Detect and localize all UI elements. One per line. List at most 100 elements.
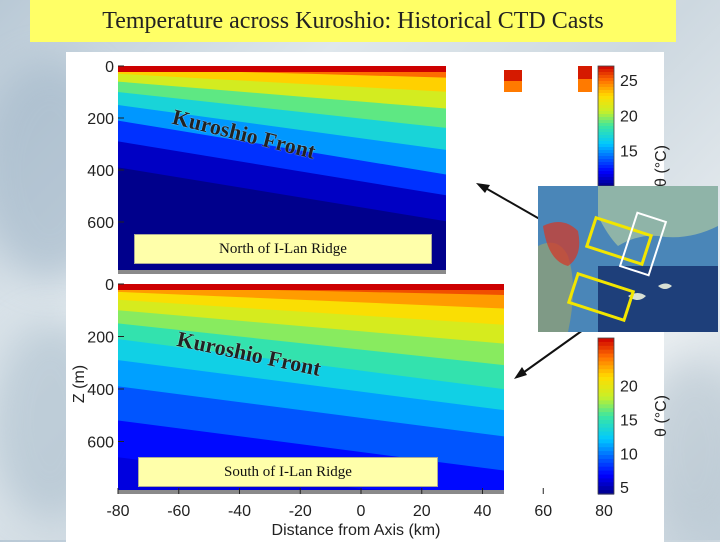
south-colorbar-cell bbox=[598, 462, 614, 468]
south-colorbar-cell bbox=[598, 388, 614, 394]
north-colorbar-cell bbox=[598, 102, 614, 106]
south-colorbar-cell bbox=[598, 380, 614, 386]
north-colorbar-cell bbox=[598, 135, 614, 139]
south-colorbar-cell bbox=[598, 345, 614, 351]
south-colorbar-cell bbox=[598, 447, 614, 452]
north-colorbar-cell bbox=[598, 180, 614, 184]
north-colorbar-cell bbox=[598, 99, 614, 103]
north-colorbar-cell bbox=[598, 69, 614, 73]
north-colorbar-cell bbox=[598, 117, 614, 121]
south-colorbar-cell bbox=[598, 474, 614, 479]
inset-coast-north bbox=[598, 186, 718, 246]
slide-title: Temperature across Kuroshio: Historical … bbox=[30, 0, 676, 42]
south-x-tick-label: 40 bbox=[474, 503, 492, 520]
south-colorbar-frame bbox=[597, 337, 615, 495]
north-colorbar-tick-label: 20 bbox=[620, 108, 638, 125]
north-colorbar-cell bbox=[598, 78, 614, 82]
south-colorbar-cell bbox=[598, 458, 614, 464]
south-colorbar-cell bbox=[598, 419, 614, 425]
south-colorbar-tick-label: 5 bbox=[620, 480, 629, 497]
north-y-tick-label: 600 bbox=[87, 215, 114, 232]
north-colorbar-cell bbox=[598, 165, 614, 169]
north-y-tick-label: 400 bbox=[87, 163, 114, 180]
north-colorbar-cell bbox=[598, 84, 614, 88]
south-colorbar-cell bbox=[598, 365, 614, 370]
south-colorbar-cell bbox=[598, 357, 614, 362]
south-colorbar-cell bbox=[598, 486, 614, 491]
south-colorbar-cell bbox=[598, 400, 614, 405]
north-colorbar-cell bbox=[598, 126, 614, 130]
south-colorbar-cell bbox=[598, 466, 614, 472]
north-colorbar-cell bbox=[598, 171, 614, 175]
south-colorbar-tick-label: 15 bbox=[620, 412, 638, 429]
south-colorbar-cell bbox=[598, 338, 614, 343]
north-colorbar-cell bbox=[598, 159, 614, 163]
inset-taiwan bbox=[538, 242, 573, 332]
north-colorbar-cell bbox=[598, 66, 614, 70]
north-colorbar-cell bbox=[598, 123, 614, 127]
south-x-tick-label: -40 bbox=[228, 503, 251, 520]
inset-deep-sea bbox=[598, 266, 718, 332]
south-colorbar-cell bbox=[598, 482, 614, 487]
north-panel-label: North of I-Lan Ridge bbox=[134, 234, 432, 264]
north-colorbar-cell bbox=[598, 174, 614, 178]
south-x-tick-label: 80 bbox=[595, 503, 613, 520]
north-colorbar-tick-label: 25 bbox=[620, 73, 638, 90]
inset-map-graphic bbox=[538, 186, 718, 332]
south-colorbar-cell bbox=[598, 451, 614, 456]
south-colorbar-cell bbox=[598, 373, 614, 378]
north-colorbar-cell bbox=[598, 153, 614, 157]
south-colorbar-label: θ (°C) bbox=[653, 395, 670, 437]
south-panel-label: South of I-Lan Ridge bbox=[138, 457, 438, 487]
south-colorbar-tick-label: 10 bbox=[620, 446, 638, 463]
south-colorbar-cell bbox=[598, 423, 614, 429]
south-surface-layer bbox=[118, 284, 504, 290]
north-colorbar-cell bbox=[598, 108, 614, 112]
south-y-tick-label: 400 bbox=[87, 382, 114, 399]
north-colorbar-cell bbox=[598, 144, 614, 148]
north-colorbar-cell bbox=[598, 90, 614, 94]
x-axis-title: Distance from Axis (km) bbox=[272, 522, 441, 539]
inset-box-frame bbox=[618, 211, 668, 277]
north-colorbar-cell bbox=[598, 93, 614, 97]
south-x-tick-label: 20 bbox=[413, 503, 431, 520]
south-colorbar-cell bbox=[598, 361, 614, 366]
north-colorbar-cell bbox=[598, 168, 614, 172]
inset-box-south bbox=[566, 271, 636, 323]
south-seafloor bbox=[118, 490, 504, 494]
north-colorbar-cell bbox=[598, 96, 614, 100]
south-y-tick-label: 0 bbox=[105, 277, 114, 294]
north-y-tick-label: 200 bbox=[87, 111, 114, 128]
south-colorbar-cell bbox=[598, 455, 614, 460]
inset-casts-cloud bbox=[543, 222, 580, 266]
south-colorbar-cell bbox=[598, 353, 614, 359]
y-axis-title: Z (m) bbox=[71, 365, 88, 403]
north-colorbar-cell bbox=[598, 162, 614, 166]
inset-islands bbox=[628, 283, 672, 300]
south-colorbar-cell bbox=[598, 396, 614, 401]
south-colorbar-cell bbox=[598, 439, 614, 444]
south-colorbar-cell bbox=[598, 412, 614, 417]
south-colorbar-cell bbox=[598, 392, 614, 398]
colorbars: 25 20 15 θ (°C) 20 15 10 5 θ (°C) bbox=[597, 65, 670, 497]
south-colorbar-cell bbox=[598, 377, 614, 382]
south-x-tick-label: 60 bbox=[534, 503, 552, 520]
south-colorbar-cell bbox=[598, 341, 614, 347]
south-colorbar-cell bbox=[598, 490, 614, 495]
arrow-south bbox=[519, 324, 591, 376]
north-colorbar-cell bbox=[598, 150, 614, 154]
south-y-tick-label: 200 bbox=[87, 330, 114, 347]
north-colorbar-cell bbox=[598, 114, 614, 118]
north-colorbar-cell bbox=[598, 75, 614, 79]
north-colorbar-cell bbox=[598, 156, 614, 160]
north-gap-edge bbox=[446, 70, 451, 274]
north-colorbar-cell bbox=[598, 141, 614, 145]
inset-box-north bbox=[584, 215, 654, 267]
south-panel bbox=[118, 284, 504, 494]
south-x-tick-label: -20 bbox=[289, 503, 312, 520]
north-colorbar-cell bbox=[598, 72, 614, 76]
north-colorbar-cell bbox=[598, 147, 614, 151]
south-colorbar-cell bbox=[598, 478, 614, 483]
north-colorbar-cell bbox=[598, 105, 614, 109]
north-colorbar-cell bbox=[598, 87, 614, 91]
